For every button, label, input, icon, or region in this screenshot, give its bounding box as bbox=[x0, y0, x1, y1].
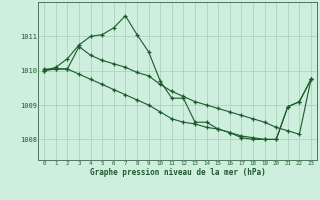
X-axis label: Graphe pression niveau de la mer (hPa): Graphe pression niveau de la mer (hPa) bbox=[90, 168, 266, 177]
